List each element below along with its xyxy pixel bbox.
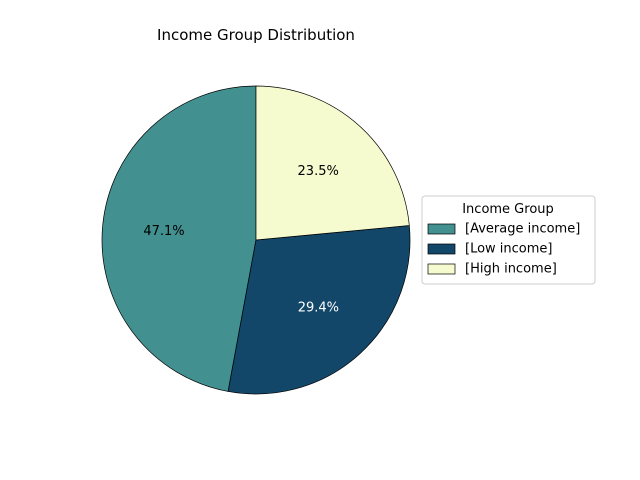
pie-percent-labels: 47.1% 29.4% 23.5% <box>143 164 339 315</box>
pie-slices <box>101 85 411 395</box>
chart-title: Income Group Distribution <box>157 26 355 44</box>
legend-frame <box>421 195 596 285</box>
legend-title: Income Group <box>462 202 554 217</box>
pie-percent-label: 29.4% <box>298 301 339 316</box>
pie-slice <box>101 85 257 392</box>
pie-slice <box>255 85 410 241</box>
legend-label: [Average income] <box>465 222 580 237</box>
legend-label: [High income] <box>465 262 557 277</box>
legend-swatch <box>427 243 456 255</box>
pie-slice <box>227 225 411 395</box>
legend-label: [Low income] <box>465 242 553 257</box>
legend: Income Group [Average income] [Low income… <box>421 195 596 285</box>
pie-percent-label: 23.5% <box>298 164 339 179</box>
legend-swatch <box>427 263 456 275</box>
pie-percent-label: 47.1% <box>143 224 184 239</box>
legend-items: [Average income] [Low income] [High income… <box>427 222 580 277</box>
legend-swatch <box>427 223 456 235</box>
